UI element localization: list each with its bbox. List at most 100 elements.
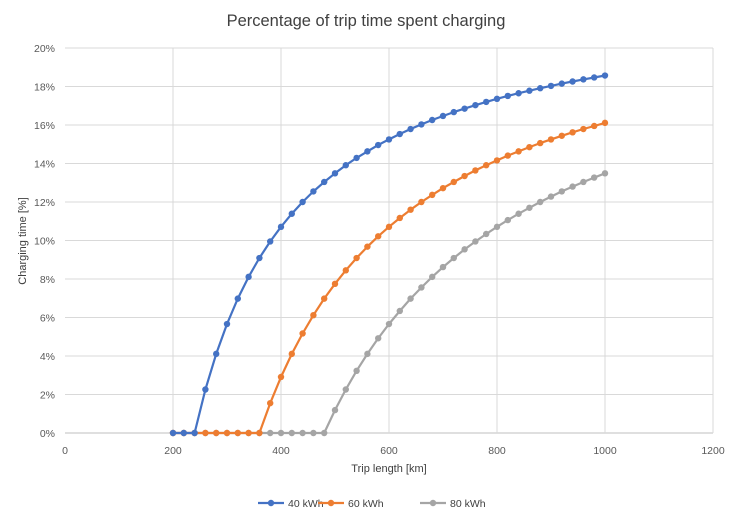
data-point [331,170,339,177]
data-point [504,216,511,224]
data-point [364,350,371,358]
y-tick-label: 12% [34,197,55,209]
data-point [267,399,274,407]
y-tick-label: 10% [34,236,55,248]
data-point [461,246,468,253]
data-point [364,148,371,155]
y-tick-label: 8% [40,274,55,286]
data-point [418,198,425,206]
data-point [515,148,522,155]
data-point [245,273,252,281]
data-point [418,121,425,128]
data-point [461,172,468,180]
data-point [277,223,285,231]
data-point [245,429,252,437]
data-point [526,143,533,151]
data-point [450,254,457,262]
data-point [493,157,501,164]
data-point [580,76,587,83]
data-point [310,429,317,437]
data-point [601,170,609,177]
data-point [450,108,457,116]
data-point [331,280,339,288]
data-point [472,167,479,174]
data-point [537,85,544,92]
data-point [180,429,187,437]
data-point [321,295,328,302]
data-point [310,311,317,319]
data-point [256,254,263,262]
series-40-kwh [169,72,609,437]
data-point [191,429,198,437]
data-point [439,112,447,120]
legend-label: 80 kWh [450,498,486,510]
data-point [299,198,306,206]
x-tick-label: 800 [488,445,506,457]
data-point [515,210,522,217]
data-point [353,367,360,375]
y-tick-label: 4% [40,351,55,363]
legend-marker [327,499,335,507]
data-point [439,184,447,192]
x-axis-label: Trip length [km] [351,463,426,475]
x-axis-ticks: 0 200 400 600 800 1000 1200 [62,445,725,457]
data-point [321,429,328,437]
data-point [601,72,609,79]
data-point [569,183,576,190]
data-point [223,429,231,437]
data-point [526,204,533,211]
legend-marker [267,499,275,507]
legend-marker [429,499,437,507]
data-point [375,233,382,240]
data-point [299,429,306,437]
data-point [407,125,414,133]
data-point [342,162,349,169]
data-point [591,74,598,81]
data-point [580,125,587,133]
data-point [483,98,490,106]
legend: 40 kWh 60 kWh 80 kWh [258,498,486,510]
x-tick-label: 0 [62,445,68,457]
y-tick-label: 2% [40,390,55,402]
data-point [169,429,177,437]
data-point [515,90,522,97]
y-tick-label: 20% [34,43,55,55]
legend-item: 40 kWh [258,498,324,510]
data-point [429,191,436,199]
data-point [223,320,231,328]
data-point [321,178,328,186]
y-tick-label: 0% [40,428,55,440]
data-point [288,350,295,358]
data-point [342,267,349,274]
data-point [558,80,565,87]
data-point [407,206,414,213]
data-point [375,141,382,149]
series-60-kwh [169,119,609,437]
data-point [483,230,490,238]
data-point [277,429,285,437]
data-point [267,429,274,437]
data-point [202,386,209,393]
data-point [547,136,555,143]
data-point [591,174,598,181]
data-point [569,129,576,136]
data-point [504,92,511,100]
data-point [547,82,555,90]
data-point [396,130,403,138]
data-point [213,429,220,437]
data-point [472,238,479,245]
data-point [310,188,317,195]
data-point [537,198,544,206]
data-point [331,406,339,414]
legend-label: 40 kWh [288,498,324,510]
data-point [299,330,306,337]
data-point [407,295,414,302]
data-point [461,105,468,112]
legend-label: 60 kWh [348,498,384,510]
x-tick-label: 1200 [701,445,725,457]
data-point [450,178,457,186]
data-point [213,350,220,358]
data-point [601,119,609,127]
data-point [288,210,295,217]
data-point [385,223,393,231]
